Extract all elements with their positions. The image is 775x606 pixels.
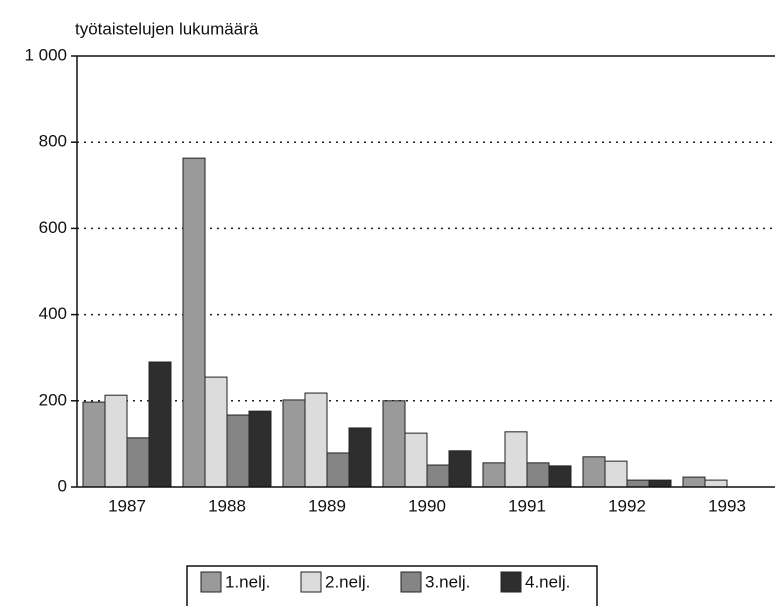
legend-box (186, 565, 598, 606)
bar (604, 460, 628, 488)
x-tick-label: 1992 (608, 496, 646, 515)
x-tick-label: 1988 (208, 496, 246, 515)
bar (82, 401, 106, 488)
bar (248, 410, 272, 488)
bar (326, 452, 350, 488)
bar (582, 456, 606, 488)
bar (104, 394, 128, 488)
bar (148, 361, 172, 488)
legend-swatch (200, 571, 222, 593)
bar (648, 479, 672, 488)
legend-label: 3.nelj. (425, 572, 470, 591)
y-tick-label: 200 (39, 390, 67, 409)
bar (348, 427, 372, 488)
legend-swatch (500, 571, 522, 593)
legend-swatch (400, 571, 422, 593)
legend-label: 1.nelj. (225, 572, 270, 591)
bar (504, 431, 528, 488)
bar (282, 399, 306, 488)
bar (126, 437, 150, 488)
bar (626, 479, 650, 488)
bar (704, 479, 728, 488)
bar (482, 462, 506, 488)
legend-label: 4.nelj. (525, 572, 570, 591)
chart-title: työtaistelujen lukumäärä (75, 19, 259, 38)
y-tick-label: 800 (39, 132, 67, 151)
bar (426, 464, 450, 488)
bar (226, 414, 250, 488)
y-tick-label: 600 (39, 218, 67, 237)
x-tick-label: 1987 (108, 496, 146, 515)
bar (448, 450, 472, 488)
y-tick-label: 0 (58, 476, 67, 495)
legend-swatch (300, 571, 322, 593)
x-tick-label: 1991 (508, 496, 546, 515)
bar (548, 465, 572, 488)
x-tick-label: 1993 (708, 496, 746, 515)
bar (204, 376, 228, 488)
bar (182, 157, 206, 488)
y-tick-label: 400 (39, 304, 67, 323)
bar (526, 462, 550, 488)
bar (682, 476, 706, 488)
x-tick-label: 1989 (308, 496, 346, 515)
bar (304, 392, 328, 488)
bar (404, 432, 428, 488)
y-tick-label: 1 000 (24, 45, 67, 64)
bar (382, 400, 406, 488)
x-tick-label: 1990 (408, 496, 446, 515)
legend-label: 2.nelj. (325, 572, 370, 591)
